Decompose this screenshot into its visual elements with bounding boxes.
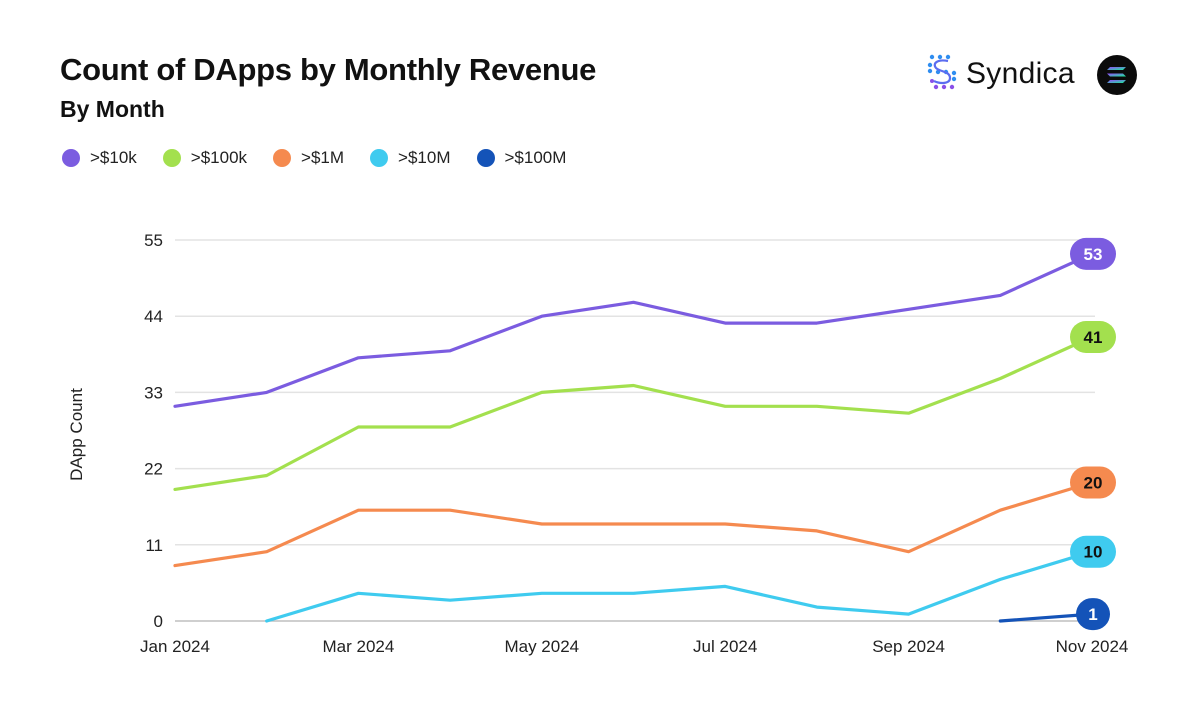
legend-swatch — [273, 149, 292, 167]
x-tick-label: May 2024 — [504, 637, 579, 656]
legend-label: >$10k — [90, 148, 137, 167]
y-tick-label: 33 — [144, 383, 163, 402]
end-value-label: 53 — [1084, 245, 1103, 264]
legend-item[interactable]: >$10k — [62, 148, 137, 168]
end-value-badge — [1070, 237, 1116, 270]
y-axis-label: DApp Count — [67, 388, 86, 481]
x-tick-label: Nov 2024 — [1056, 637, 1129, 656]
legend-swatch — [162, 149, 181, 167]
y-tick-label: 11 — [145, 536, 163, 555]
legend-item[interactable]: >$10M — [370, 148, 451, 168]
x-tick-label: Mar 2024 — [322, 637, 394, 656]
legend-label: >$100k — [190, 148, 248, 167]
end-value-label: 10 — [1084, 543, 1103, 562]
end-value-badge — [1076, 598, 1110, 631]
series-line — [265, 550, 1094, 623]
legend-item[interactable]: >$100k — [162, 148, 248, 168]
legend-item[interactable]: >$1M — [273, 148, 344, 168]
series-line — [173, 252, 1094, 408]
end-value-badge — [1070, 320, 1116, 353]
legend-swatch — [476, 149, 495, 167]
legend-label: >$100M — [504, 148, 567, 167]
series-line — [173, 335, 1094, 491]
x-tick-label: Jan 2024 — [140, 637, 210, 656]
y-tick-label: 0 — [154, 612, 163, 631]
chart-legend: >$10k >$100k >$1M >$10M >$100M — [62, 148, 592, 168]
solana-logo-icon — [1097, 55, 1137, 95]
legend-item[interactable]: >$100M — [476, 148, 567, 168]
end-value-label: 41 — [1084, 328, 1103, 347]
x-tick-label: Jul 2024 — [693, 637, 757, 656]
legend-label: >$1M — [301, 148, 345, 167]
y-tick-label: 44 — [144, 307, 163, 326]
y-tick-label: 55 — [144, 231, 163, 250]
legend-label: >$10M — [398, 148, 451, 167]
brand-logo: Syndica — [926, 52, 1075, 96]
end-value-label: 1 — [1088, 605, 1097, 624]
syndica-logo-icon — [926, 53, 958, 96]
x-tick-label: Sep 2024 — [872, 637, 945, 656]
chart-title: Count of DApps by Monthly Revenue — [60, 52, 597, 87]
end-value-label: 20 — [1084, 473, 1103, 492]
legend-swatch — [62, 149, 80, 167]
series-line — [173, 480, 1094, 568]
chart-subtitle: By Month — [60, 96, 165, 122]
y-tick-label: 22 — [144, 460, 163, 479]
brand-name: Syndica — [966, 57, 1075, 90]
end-value-badge — [1070, 466, 1116, 499]
end-value-badge — [1070, 535, 1116, 568]
legend-swatch — [370, 149, 389, 167]
